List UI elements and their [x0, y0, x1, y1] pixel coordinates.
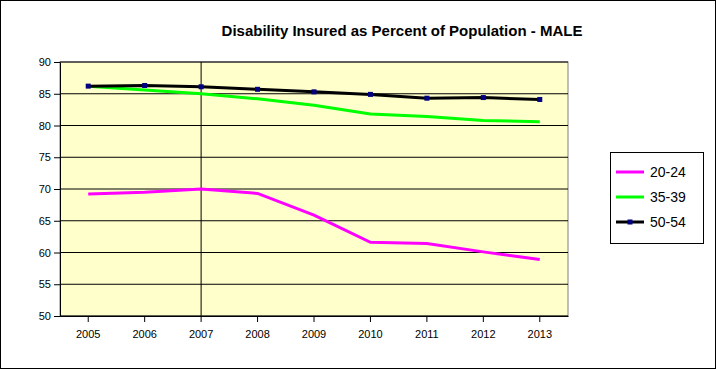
series-marker	[368, 92, 373, 97]
x-tick-label: 2012	[471, 328, 495, 340]
y-tick-mark	[54, 157, 60, 158]
series-marker	[255, 87, 260, 92]
series-marker	[199, 84, 204, 89]
x-tick-label: 2005	[76, 328, 100, 340]
y-tick-label: 70	[39, 183, 51, 195]
grid-line	[60, 125, 568, 126]
y-tick: 85	[39, 88, 60, 100]
series-line	[88, 189, 540, 259]
y-tick-label: 90	[39, 56, 51, 68]
x-tick-mark	[314, 316, 315, 322]
legend-label: 20-24	[650, 164, 686, 180]
y-tick-label: 80	[39, 120, 51, 132]
y-tick-mark	[54, 62, 60, 63]
x-tick: 2005	[76, 316, 100, 340]
x-tick-mark	[426, 316, 427, 322]
x-tick: 2009	[302, 316, 326, 340]
x-tick-mark	[88, 316, 89, 322]
y-tick: 65	[39, 215, 60, 227]
x-axis: 2005 2006 2007 2008 2009 2010 2011 2012 2013	[61, 316, 569, 340]
x-tick-label: 2010	[358, 328, 382, 340]
y-tick-label: 65	[39, 215, 51, 227]
y-tick-mark	[54, 253, 60, 254]
y-tick-label: 55	[39, 278, 51, 290]
title: Disability Insured as Percent of Populat…	[222, 22, 583, 39]
x-tick-mark	[144, 316, 145, 322]
series-line	[88, 86, 540, 122]
grid-line	[60, 62, 568, 63]
y-tick-label: 50	[39, 310, 51, 322]
y-axis-line	[60, 63, 61, 317]
x-tick-label: 2007	[189, 328, 213, 340]
y-tick-label: 60	[39, 247, 51, 259]
y-axis: 50 55 60 65 70 75 80 85 90	[39, 56, 61, 322]
series-marker	[481, 95, 486, 100]
legend-swatch	[616, 221, 644, 224]
legend-marker	[628, 220, 633, 225]
y-tick: 60	[39, 247, 60, 259]
series-marker	[86, 84, 91, 89]
x-tick: 2012	[471, 316, 495, 340]
y-tick: 55	[39, 278, 60, 290]
x-tick-mark	[201, 316, 202, 322]
grid-line	[60, 157, 568, 158]
y-tick-mark	[54, 284, 60, 285]
series-marker	[142, 83, 147, 88]
y-tick-mark	[54, 316, 60, 317]
x-tick-label: 2011	[415, 328, 439, 340]
y-tick-mark	[54, 189, 60, 190]
grid-line	[60, 189, 568, 190]
legend-label: 50-54	[650, 214, 686, 230]
series-marker	[537, 97, 542, 102]
chart: Disability Insured as Percent of Populat…	[0, 0, 716, 369]
legend-label: 35-39	[650, 189, 686, 205]
y-tick-label: 75	[39, 151, 51, 163]
y-tick: 50	[39, 310, 60, 322]
y-tick: 90	[39, 56, 60, 68]
x-tick-mark	[483, 316, 484, 322]
x-tick-mark	[257, 316, 258, 322]
legend-frame	[611, 153, 704, 244]
plot: 5055606570758085902005200620072008200920…	[39, 42, 569, 340]
y-tick: 75	[39, 151, 60, 163]
legend: 20-24 35-39 50-54	[611, 153, 704, 244]
x-tick: 2008	[245, 316, 269, 340]
x-tick-label: 2009	[302, 328, 326, 340]
x-tick-mark	[539, 316, 540, 322]
y-tick-label: 85	[39, 88, 51, 100]
legend-swatch	[616, 196, 644, 199]
chart-frame	[1, 1, 716, 369]
series-marker	[312, 89, 317, 94]
series-line	[88, 85, 540, 99]
x-tick-label: 2008	[245, 328, 269, 340]
x-tick: 2011	[415, 316, 439, 340]
x-tick-mark	[370, 316, 371, 322]
x-tick: 2006	[132, 316, 156, 340]
y-tick-mark	[54, 221, 60, 222]
x-tick: 2013	[528, 316, 552, 340]
y-tick-mark	[54, 126, 60, 127]
legend-swatch	[616, 171, 644, 174]
y-tick-mark	[54, 94, 60, 95]
x-tick-label: 2013	[528, 328, 552, 340]
grid-line	[60, 284, 568, 285]
x-tick: 2010	[358, 316, 382, 340]
marks	[86, 62, 543, 316]
y-tick: 80	[39, 120, 60, 132]
x-tick: 2007	[189, 316, 213, 340]
series-marker	[424, 96, 429, 101]
grid-line	[60, 220, 568, 221]
y-tick: 70	[39, 183, 60, 195]
x-tick-label: 2006	[132, 328, 156, 340]
plot-background	[60, 62, 568, 316]
